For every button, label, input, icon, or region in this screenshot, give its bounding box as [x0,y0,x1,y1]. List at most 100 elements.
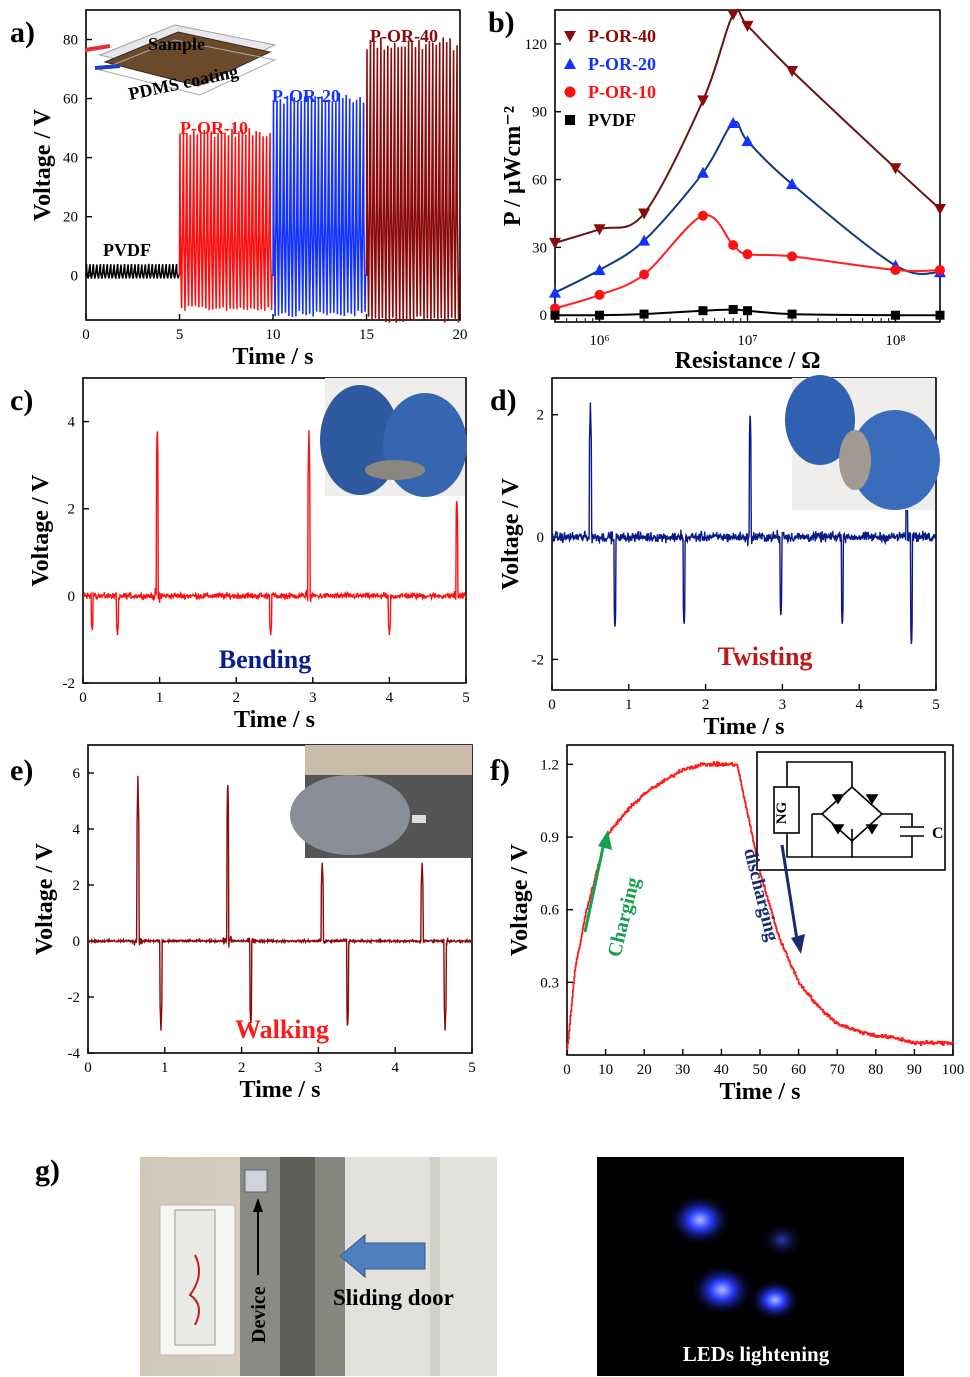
marker-pvdf [787,309,797,319]
a-xtick-label: 0 [82,327,90,343]
legend-label-p-or-40: P-OR-40 [588,26,656,46]
marker-p-or-40 [727,9,740,21]
chart-e-motion-label: Walking [235,1015,329,1044]
sliding-door-label: Sliding door [333,1285,454,1310]
f-ytick-label: 0.3 [540,975,559,991]
f-xtick-label: 80 [868,1062,883,1078]
chart-e-ytick-label: 4 [73,822,81,838]
marker-p-or-40 [549,237,561,249]
chart-c-xtick-label: 1 [156,690,164,706]
chart-d-xtick-label: 2 [702,697,710,713]
chart-b: 10⁶ 10⁷ 10⁸ 0 30 60 90 120 Resistance / Ω P / μWc… [500,8,946,374]
chart-c-ytick-label: 0 [68,589,76,605]
sample-inset-illustration [84,24,277,96]
a-xtick-label: 5 [176,327,184,343]
device-arrowhead [253,1198,263,1212]
b-xlabel: Resistance / Ω [675,348,821,374]
sliding-door-photo [140,1157,497,1376]
device-label: Device [248,1286,270,1343]
marker-p-or-20 [549,286,561,298]
legend-label-pvdf: PVDF [588,110,636,130]
f-xtick-label: 60 [791,1062,806,1078]
plot-frame [87,744,473,1054]
f-ylabel: Voltage / V [507,843,533,956]
chart-c-motion-label: Bending [219,645,312,674]
f-xtick-label: 70 [830,1062,845,1078]
f-xtick-label: 100 [942,1062,965,1078]
chart-d-xtick-label: 0 [548,697,556,713]
b-ylabel: P / μWcm⁻² [500,106,526,226]
chart-e-ytick-label: -2 [68,990,81,1006]
f-xtick-label: 40 [714,1062,729,1078]
b-ytick-label: 90 [532,105,547,121]
f-charging-curve [566,761,954,1051]
plot-frame [82,377,467,684]
a-ytick-label: 40 [63,151,78,167]
chart-d-ylabel: Voltage / V [498,477,524,590]
chart-e-xtick-label: 2 [238,1060,246,1076]
series-p-or-10-trace [178,128,273,311]
marker-pvdf [728,305,738,315]
marker-pvdf [743,306,752,316]
ng-label: NG [774,801,790,824]
chart-d-xlabel: Time / s [704,714,785,740]
chart-c-voltage-trace [82,430,467,636]
series-pvdf-trace [85,263,180,279]
series-p-or-20-curve [554,120,941,294]
chart-c-xtick-label: 0 [79,690,87,706]
legend-label-p-or-20: P-OR-20 [588,54,656,74]
marker-pvdf [595,310,605,320]
a-ylabel: Voltage / V [30,108,56,221]
chart-c-ylabel: Voltage / V [28,474,54,587]
marker-p-or-10 [787,251,798,262]
marker-p-or-40 [889,163,902,175]
marker-p-or-20 [696,166,709,178]
walking-photo-inset [290,745,472,858]
b-xtick-label: 10⁶ [589,333,609,349]
chart-e-ytick-label: 0 [73,934,81,950]
leds-photo [597,1157,904,1376]
panel-label-b: b) [488,6,515,39]
discharging-arrowhead [791,934,805,954]
chart-e-ytick-label: 2 [73,878,81,894]
chart-d-xtick-label: 1 [625,697,633,713]
marker-p-or-20 [786,178,799,190]
panel-label-d: d) [490,384,517,417]
b-xtick-label: 10⁸ [885,333,905,349]
f-xtick-label: 30 [675,1062,690,1078]
marker-p-or-40 [934,203,946,215]
label-por10: P-OR-10 [180,118,248,138]
chart-e-ylabel: Voltage / V [32,842,58,955]
chart-d-ytick-label: 0 [537,530,545,546]
a-xtick-label: 15 [359,327,374,343]
b-ytick-label: 120 [525,37,548,53]
f-xtick-label: 90 [907,1062,922,1078]
sliding-door-arrow [339,1233,426,1279]
chart-c-xtick-label: 2 [232,690,240,706]
a-ytick-label: 0 [71,269,79,285]
chart-d-ytick-label: 2 [537,408,545,424]
f-ytick-label: 1.2 [540,757,559,773]
legend-marker-p-or-10 [564,86,576,98]
chart-d-motion-label: Twisting [718,642,813,671]
charging-label: Charging [604,875,645,959]
a-xtick-label: 20 [453,327,468,343]
bending-photo-inset [320,378,467,497]
b-xtick-label: 10⁷ [737,333,757,349]
chart-e-xtick-label: 3 [315,1060,323,1076]
leds-label: LEDs lightening [683,1342,830,1366]
capacitor-label: C [932,825,944,842]
legend-marker-p-or-20 [564,58,576,69]
marker-p-or-10 [594,289,605,300]
charging-arrow [583,837,607,933]
twisting-photo-inset [785,375,940,510]
chart-a: 0 5 10 15 20 0 20 40 60 80 Time / s Voltage / V PVDF… [30,9,468,370]
f-xtick-label: 10 [598,1062,613,1078]
discharging-arrow [780,844,800,947]
chart-e-xtick-label: 1 [161,1060,169,1076]
marker-p-or-20 [638,234,651,246]
legend-label-p-or-10: P-OR-10 [588,82,656,102]
marker-pvdf [550,310,560,320]
